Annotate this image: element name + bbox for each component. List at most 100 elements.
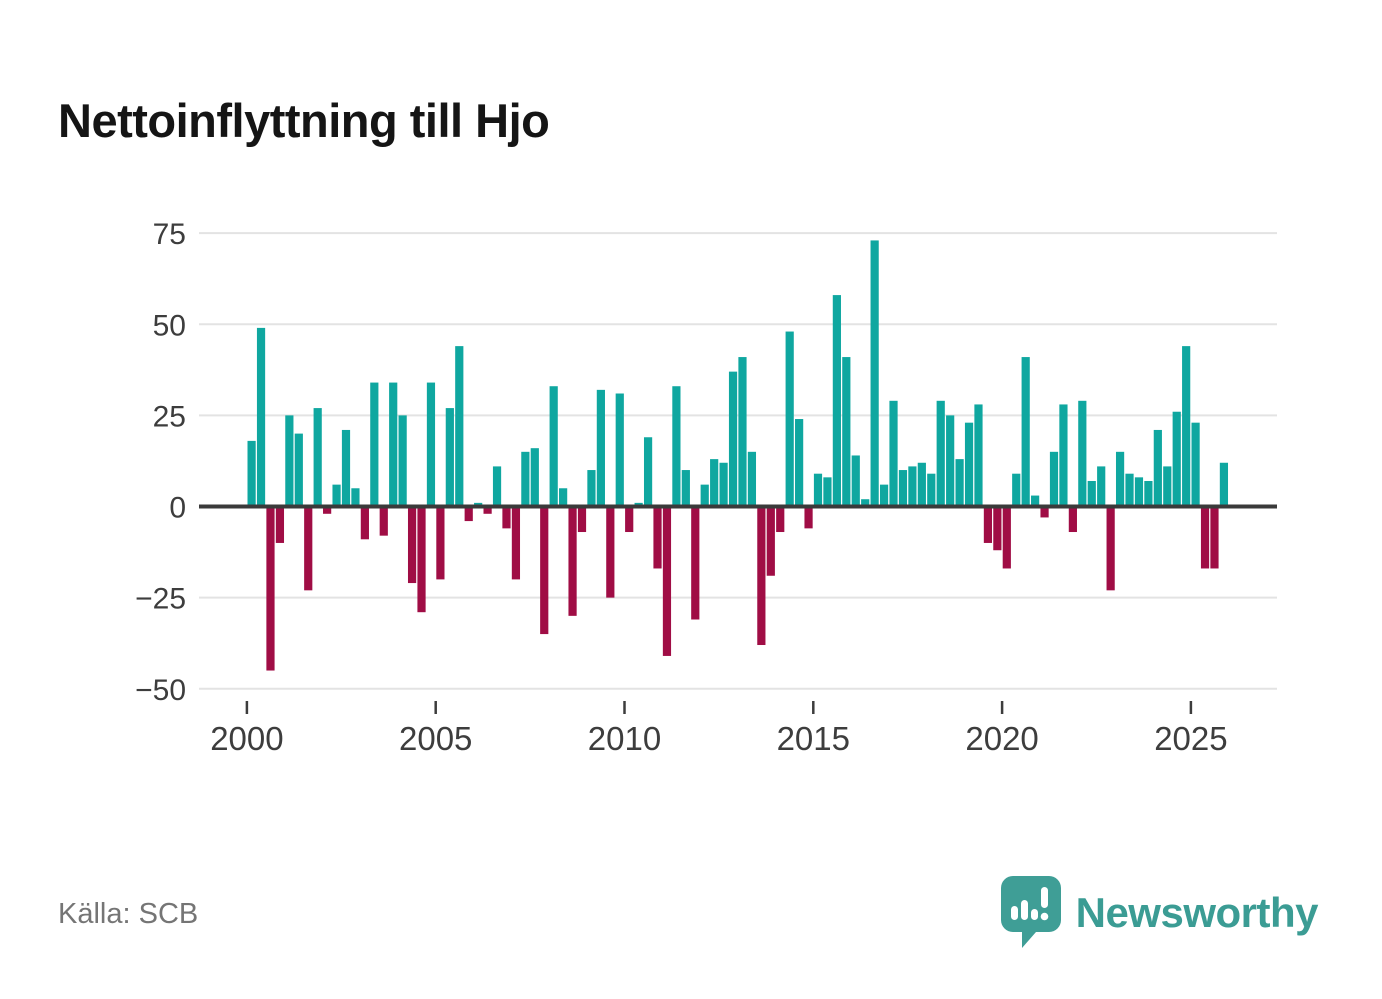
bar-2013-Q2 (747, 451, 757, 507)
bar-2022-Q4 (1106, 506, 1115, 591)
y-tick-label-50: 50 (153, 309, 186, 342)
y-tick-label-25: 25 (153, 400, 186, 433)
bar-2021-Q1 (1040, 506, 1049, 518)
y-tick-label-0: 0 (169, 492, 186, 525)
logo-exclamation-bar-icon (1040, 887, 1048, 908)
bar-2017-Q1 (889, 400, 898, 507)
bar-2005-Q3 (455, 346, 464, 507)
logo-bubble-shape (1000, 876, 1061, 948)
y-axis-labels: 75 50 25 0 −25 −50 (135, 218, 186, 707)
bar-2025-Q1 (1191, 422, 1200, 507)
y-tick-label--25: −25 (135, 583, 186, 616)
bar-2019-Q3 (983, 506, 993, 543)
bar-2007-Q3 (530, 448, 539, 507)
bar-2011-Q3 (681, 470, 690, 507)
y-tick-label--50: −50 (135, 674, 186, 707)
bar-2024-Q1 (1153, 429, 1162, 507)
bar-2001-Q1 (285, 415, 294, 507)
bar-2021-Q3 (1059, 404, 1068, 507)
bar-2011-Q4 (691, 506, 700, 620)
bar-2022-Q2 (1087, 480, 1096, 507)
bar-2018-Q3 (946, 415, 955, 507)
bar-2004-Q1 (398, 415, 407, 507)
bars (247, 240, 1229, 671)
bar-2012-Q1 (700, 484, 709, 507)
bar-2002-Q4 (351, 488, 360, 507)
bar-2023-Q2 (1125, 473, 1134, 507)
chart-title: Nettoinflyttning till Hjo (58, 94, 550, 148)
bar-2003-Q2 (370, 382, 379, 507)
bar-2024-Q3 (1172, 411, 1181, 507)
bar-2020-Q1 (1002, 506, 1011, 569)
bar-2000-Q3 (266, 506, 275, 671)
source-label: Källa: SCB (58, 898, 199, 930)
bar-2000-Q4 (275, 506, 285, 543)
bar-2004-Q2 (407, 506, 417, 584)
bar-2009-Q4 (615, 393, 624, 507)
bar-2005-Q2 (445, 408, 454, 507)
bar-2014-Q1 (776, 506, 785, 533)
bar-2014-Q3 (795, 419, 804, 507)
bar-2023-Q3 (1134, 477, 1144, 507)
logo-bar-tall-icon (1020, 900, 1028, 920)
bar-2002-Q2 (332, 484, 341, 507)
x-tick-label-2020: 2020 (965, 720, 1038, 757)
bar-2009-Q3 (606, 506, 615, 598)
bar-2015-Q4 (842, 357, 851, 507)
bar-2010-Q3 (643, 437, 653, 507)
bar-2019-Q2 (974, 404, 983, 507)
bar-2005-Q1 (436, 506, 445, 580)
bar-2024-Q4 (1182, 346, 1191, 507)
bar-2023-Q1 (1115, 451, 1125, 507)
bar-2018-Q4 (955, 459, 964, 507)
bar-2025-Q2 (1200, 506, 1210, 569)
bar-2011-Q1 (662, 506, 672, 656)
bar-2008-Q1 (549, 386, 558, 507)
bar-2016-Q3 (870, 240, 879, 507)
x-tick-label-2010: 2010 (588, 720, 661, 757)
x-tick-label-2015: 2015 (777, 720, 850, 757)
bar-2007-Q4 (540, 506, 549, 635)
bar-2015-Q2 (823, 477, 832, 507)
bar-2024-Q2 (1163, 466, 1172, 507)
y-tick-label-75: 75 (153, 218, 186, 251)
bar-2013-Q1 (738, 357, 747, 507)
x-tick-label-2000: 2000 (210, 720, 283, 757)
bar-2025-Q3 (1210, 506, 1219, 569)
bar-2012-Q3 (719, 462, 728, 507)
bar-2017-Q4 (917, 462, 926, 507)
bar-2010-Q1 (625, 506, 634, 533)
newsworthy-logo: Newsworthy (1000, 876, 1319, 949)
bar-2014-Q4 (804, 506, 813, 529)
bar-2021-Q2 (1049, 451, 1059, 507)
bar-2002-Q1 (323, 506, 332, 514)
bar-2001-Q3 (304, 506, 313, 591)
bar-2008-Q4 (577, 506, 587, 533)
bar-2008-Q3 (568, 506, 577, 616)
bar-2019-Q1 (964, 422, 974, 507)
logo-exclamation-dot-icon (1040, 912, 1048, 921)
bar-2013-Q3 (757, 506, 766, 646)
bar-2022-Q3 (1097, 466, 1106, 507)
bar-2020-Q4 (1031, 495, 1040, 507)
bar-2004-Q4 (426, 382, 436, 507)
x-tick-label-2005: 2005 (399, 720, 472, 757)
newsworthy-logo-text: Newsworthy (1075, 888, 1319, 936)
bar-2010-Q4 (653, 506, 662, 569)
bar-2001-Q2 (294, 433, 303, 507)
bar-2007-Q2 (521, 451, 530, 507)
bar-2011-Q2 (672, 386, 681, 507)
bar-2005-Q4 (464, 506, 473, 522)
bar-2013-Q4 (766, 506, 775, 576)
bar-2006-Q3 (492, 466, 502, 507)
gridlines (199, 232, 1277, 690)
bar-2002-Q3 (341, 429, 351, 507)
x-axis-ticks: 2000 2005 2010 2015 2020 2025 (210, 701, 1228, 757)
bar-2000-Q1 (247, 440, 256, 507)
bar-2000-Q2 (256, 327, 266, 507)
bar-2015-Q3 (832, 295, 841, 507)
bar-2020-Q2 (1012, 473, 1021, 507)
logo-bar-medium-icon (1030, 909, 1038, 920)
